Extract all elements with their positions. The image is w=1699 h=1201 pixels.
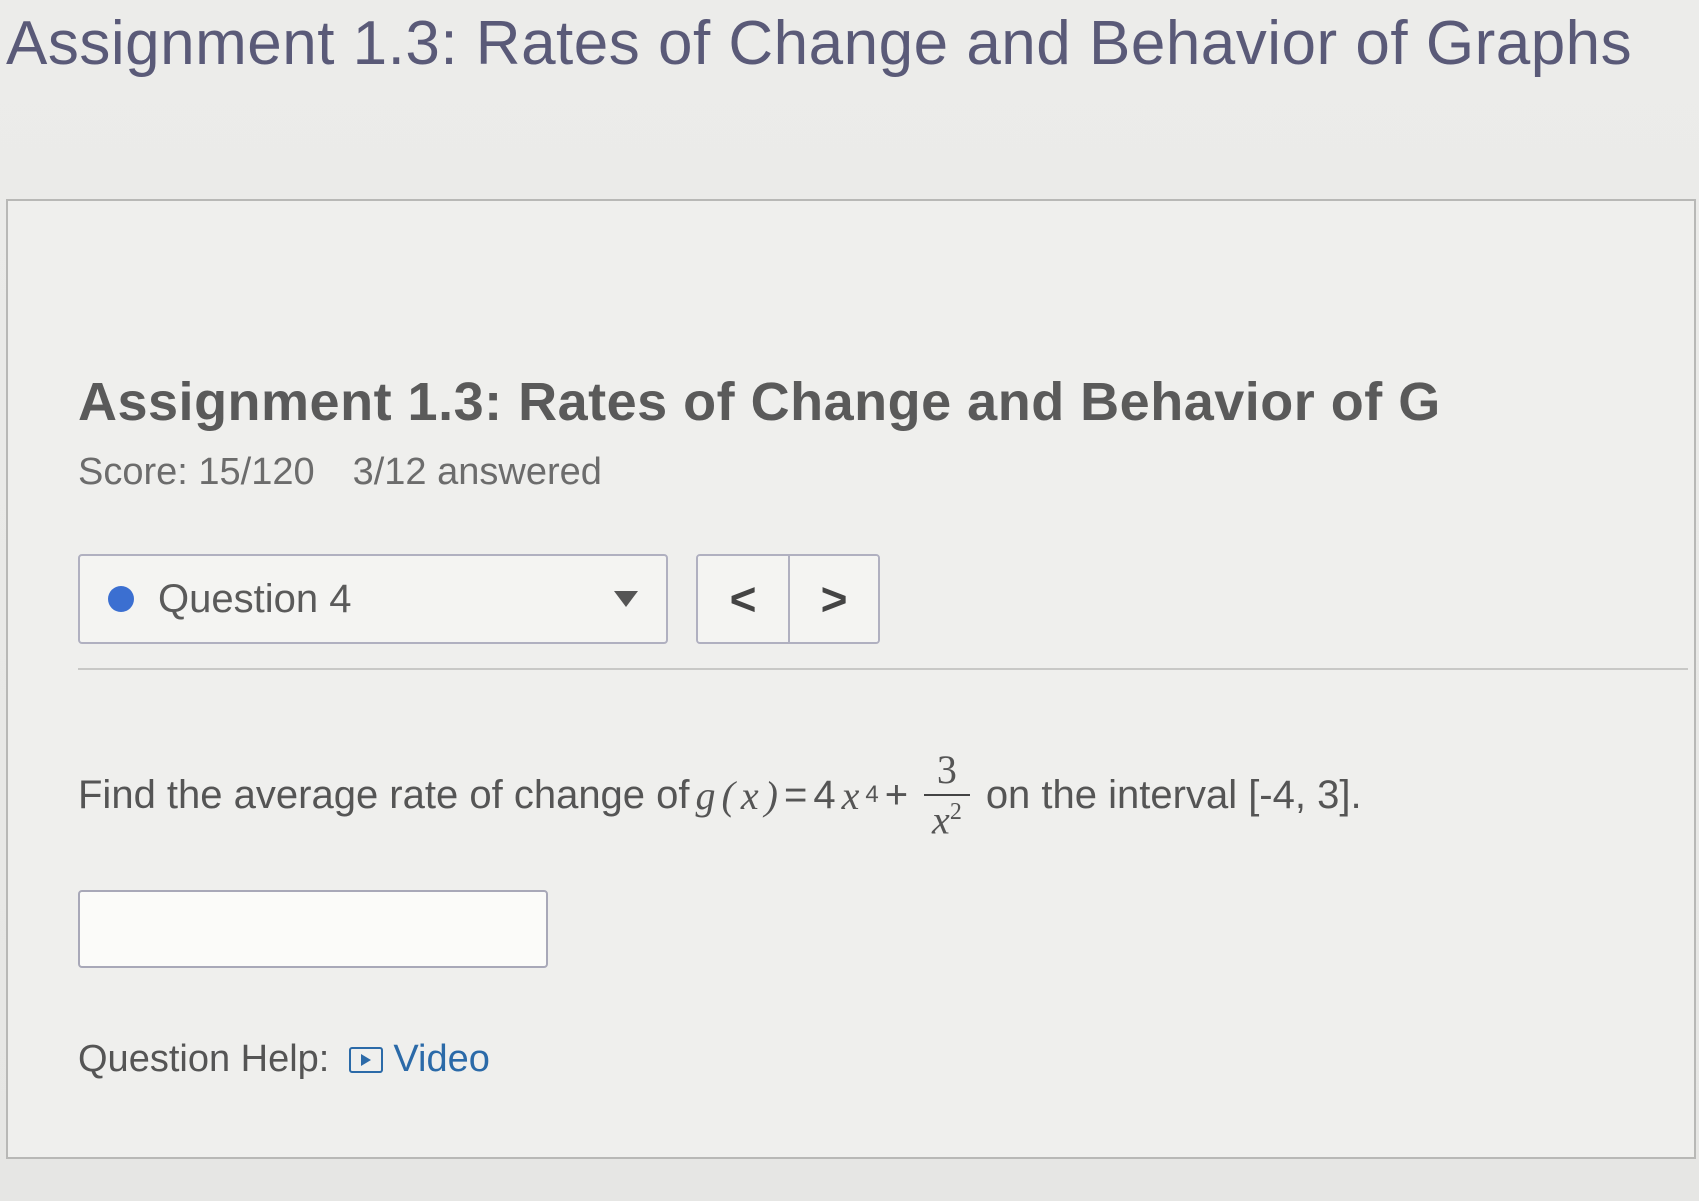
equals-sign: =: [784, 773, 807, 818]
term1-coef: 4: [813, 773, 835, 818]
answered-value: 3/12 answered: [353, 451, 602, 493]
assignment-panel: Assignment 1.3: Rates of Change and Beha…: [6, 199, 1696, 1159]
question-nav-arrows: < >: [696, 554, 880, 644]
video-help-link[interactable]: Video: [349, 1038, 490, 1081]
video-link-label: Video: [393, 1038, 490, 1081]
score-value: Score: 15/120: [78, 451, 315, 493]
help-row: Question Help: Video: [78, 1038, 1694, 1081]
chevron-down-icon: [614, 591, 638, 607]
help-label: Question Help:: [78, 1038, 329, 1081]
next-question-button[interactable]: >: [788, 556, 878, 642]
score-line: Score: 15/120 3/12 answered: [78, 451, 1694, 494]
prompt-suffix: on the interval [-4, 3].: [986, 773, 1362, 818]
term1-var: x: [842, 772, 860, 819]
status-dot-icon: [108, 586, 134, 612]
question-label: Question 4: [158, 577, 351, 622]
fraction-numerator: 3: [929, 750, 965, 794]
fraction: 3 x2: [924, 750, 970, 840]
open-paren: (: [722, 772, 735, 819]
question-nav-row: Question 4 < >: [78, 554, 1694, 644]
question-dropdown[interactable]: Question 4: [78, 554, 668, 644]
term1-exp: 4: [865, 781, 878, 809]
answer-input[interactable]: [78, 890, 548, 968]
video-icon: [349, 1047, 383, 1073]
assignment-heading: Assignment 1.3: Rates of Change and Beha…: [78, 371, 1694, 433]
prev-question-button[interactable]: <: [698, 556, 788, 642]
nav-divider: [78, 668, 1688, 670]
func-var: x: [741, 772, 759, 819]
fraction-denominator: x2: [924, 794, 970, 840]
func-name: g: [696, 772, 716, 819]
close-paren: ): [765, 772, 778, 819]
question-prompt: Find the average rate of change of g(x) …: [78, 750, 1694, 840]
prompt-prefix: Find the average rate of change of: [78, 773, 690, 818]
plus-sign: +: [885, 773, 908, 818]
page-title: Assignment 1.3: Rates of Change and Beha…: [0, 0, 1699, 79]
